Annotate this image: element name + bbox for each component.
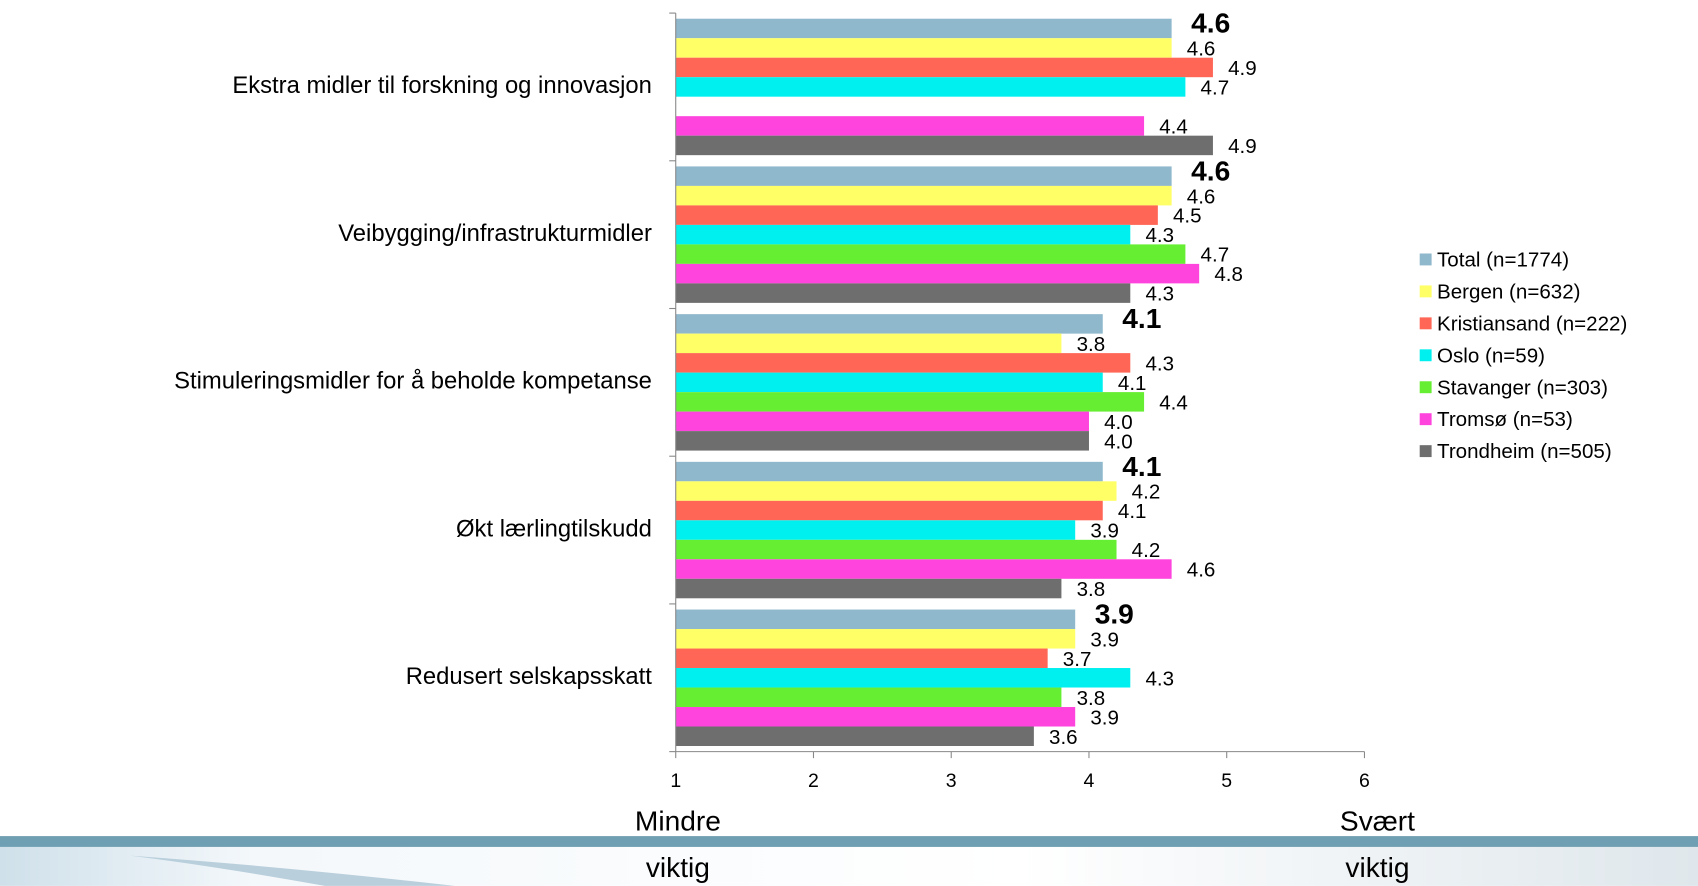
x-tick-label: 4 bbox=[1084, 770, 1095, 792]
bar bbox=[676, 520, 1075, 539]
legend-label: Tromsø (n=53) bbox=[1437, 408, 1573, 431]
bar bbox=[676, 38, 1172, 57]
value-label: 4.3 bbox=[1145, 352, 1174, 375]
category-label: Redusert selskapsskatt bbox=[406, 663, 653, 690]
legend-swatch bbox=[1420, 285, 1432, 297]
bar bbox=[676, 373, 1103, 392]
legend-swatch bbox=[1420, 349, 1432, 361]
bar bbox=[676, 186, 1172, 205]
legend-label: Total (n=1774) bbox=[1437, 249, 1569, 272]
bar bbox=[676, 540, 1117, 559]
value-label: 3.9 bbox=[1090, 628, 1119, 651]
value-label: 4.6 bbox=[1191, 155, 1230, 186]
x-tick-label: 6 bbox=[1359, 770, 1370, 792]
page: {"chart_data": { "type": "hbar", "catego… bbox=[0, 0, 1698, 886]
value-label: 4.1 bbox=[1118, 500, 1147, 523]
category-label: Veibygging/infrastrukturmidler bbox=[338, 220, 652, 247]
value-label: 4.4 bbox=[1159, 391, 1188, 414]
legend-swatch bbox=[1420, 253, 1432, 265]
value-label: 4.7 bbox=[1201, 77, 1230, 100]
value-label: 3.9 bbox=[1090, 520, 1119, 543]
bar bbox=[676, 136, 1213, 155]
bar bbox=[676, 412, 1089, 431]
bar bbox=[676, 116, 1144, 135]
category-label: Økt lærlingtilskudd bbox=[456, 515, 652, 542]
bar bbox=[676, 314, 1103, 333]
value-label: 4.4 bbox=[1159, 116, 1188, 139]
bar bbox=[676, 166, 1172, 185]
bar bbox=[676, 688, 1062, 707]
category-label: Stimuleringsmidler for å beholde kompeta… bbox=[174, 368, 652, 395]
bar bbox=[676, 19, 1172, 38]
bar bbox=[676, 707, 1075, 726]
value-label: 4.3 bbox=[1145, 667, 1174, 690]
value-label: 4.1 bbox=[1122, 451, 1161, 482]
bar bbox=[676, 579, 1062, 598]
bar bbox=[676, 283, 1131, 302]
value-label: 4.6 bbox=[1191, 8, 1230, 39]
value-label: 4.9 bbox=[1228, 135, 1257, 158]
value-label: 4.1 bbox=[1118, 372, 1147, 395]
bar bbox=[676, 205, 1158, 224]
legend-label: Oslo (n=59) bbox=[1437, 344, 1545, 367]
footer-band bbox=[0, 836, 1698, 847]
x-tick-label: 5 bbox=[1221, 770, 1232, 792]
value-label: 4.8 bbox=[1214, 263, 1243, 286]
x-tick-label: 3 bbox=[946, 770, 957, 792]
bar bbox=[676, 334, 1062, 353]
legend-label: Stavanger (n=303) bbox=[1437, 376, 1608, 399]
x-end-label: viktig bbox=[646, 852, 710, 883]
bar bbox=[676, 668, 1131, 687]
value-label: 4.1 bbox=[1122, 303, 1161, 334]
bar bbox=[676, 353, 1131, 372]
value-label: 3.6 bbox=[1049, 726, 1078, 749]
bar bbox=[676, 244, 1186, 263]
bar bbox=[676, 392, 1144, 411]
value-label: 3.9 bbox=[1090, 706, 1119, 729]
value-label: 4.6 bbox=[1187, 559, 1216, 582]
bar bbox=[676, 649, 1048, 668]
x-end-label: Mindre bbox=[635, 806, 721, 837]
bar bbox=[676, 462, 1103, 481]
legend-swatch bbox=[1420, 317, 1432, 329]
value-label: 3.8 bbox=[1077, 333, 1106, 356]
bar bbox=[676, 77, 1186, 96]
bar bbox=[676, 629, 1075, 648]
value-label: 4.2 bbox=[1132, 539, 1161, 562]
legend-swatch bbox=[1420, 413, 1432, 425]
x-end-label: viktig bbox=[1345, 852, 1409, 883]
value-label: 3.7 bbox=[1063, 648, 1092, 671]
x-tick-label: 2 bbox=[808, 770, 819, 792]
value-label: 4.3 bbox=[1145, 224, 1174, 247]
legend-label: Bergen (n=632) bbox=[1437, 280, 1580, 303]
value-label: 3.9 bbox=[1095, 598, 1134, 629]
chart: Ekstra midler til forskning og innovasjo… bbox=[0, 0, 1698, 886]
bar bbox=[676, 610, 1075, 629]
value-label: 4.5 bbox=[1173, 205, 1202, 228]
legend-label: Kristiansand (n=222) bbox=[1437, 312, 1627, 335]
x-tick-label: 1 bbox=[670, 770, 681, 792]
bar bbox=[676, 431, 1089, 450]
bar bbox=[676, 559, 1172, 578]
bar bbox=[676, 58, 1213, 77]
bar bbox=[676, 225, 1131, 244]
value-label: 4.9 bbox=[1228, 57, 1257, 80]
x-end-label: Svært bbox=[1340, 806, 1415, 837]
category-label: Ekstra midler til forskning og innovasjo… bbox=[232, 72, 652, 99]
legend-swatch bbox=[1420, 381, 1432, 393]
bar bbox=[676, 264, 1199, 283]
bar bbox=[676, 501, 1103, 520]
legend-label: Trondheim (n=505) bbox=[1437, 440, 1612, 463]
bar bbox=[676, 481, 1117, 500]
value-label: 4.6 bbox=[1187, 38, 1216, 61]
bar bbox=[676, 727, 1034, 746]
legend-swatch bbox=[1420, 445, 1432, 457]
